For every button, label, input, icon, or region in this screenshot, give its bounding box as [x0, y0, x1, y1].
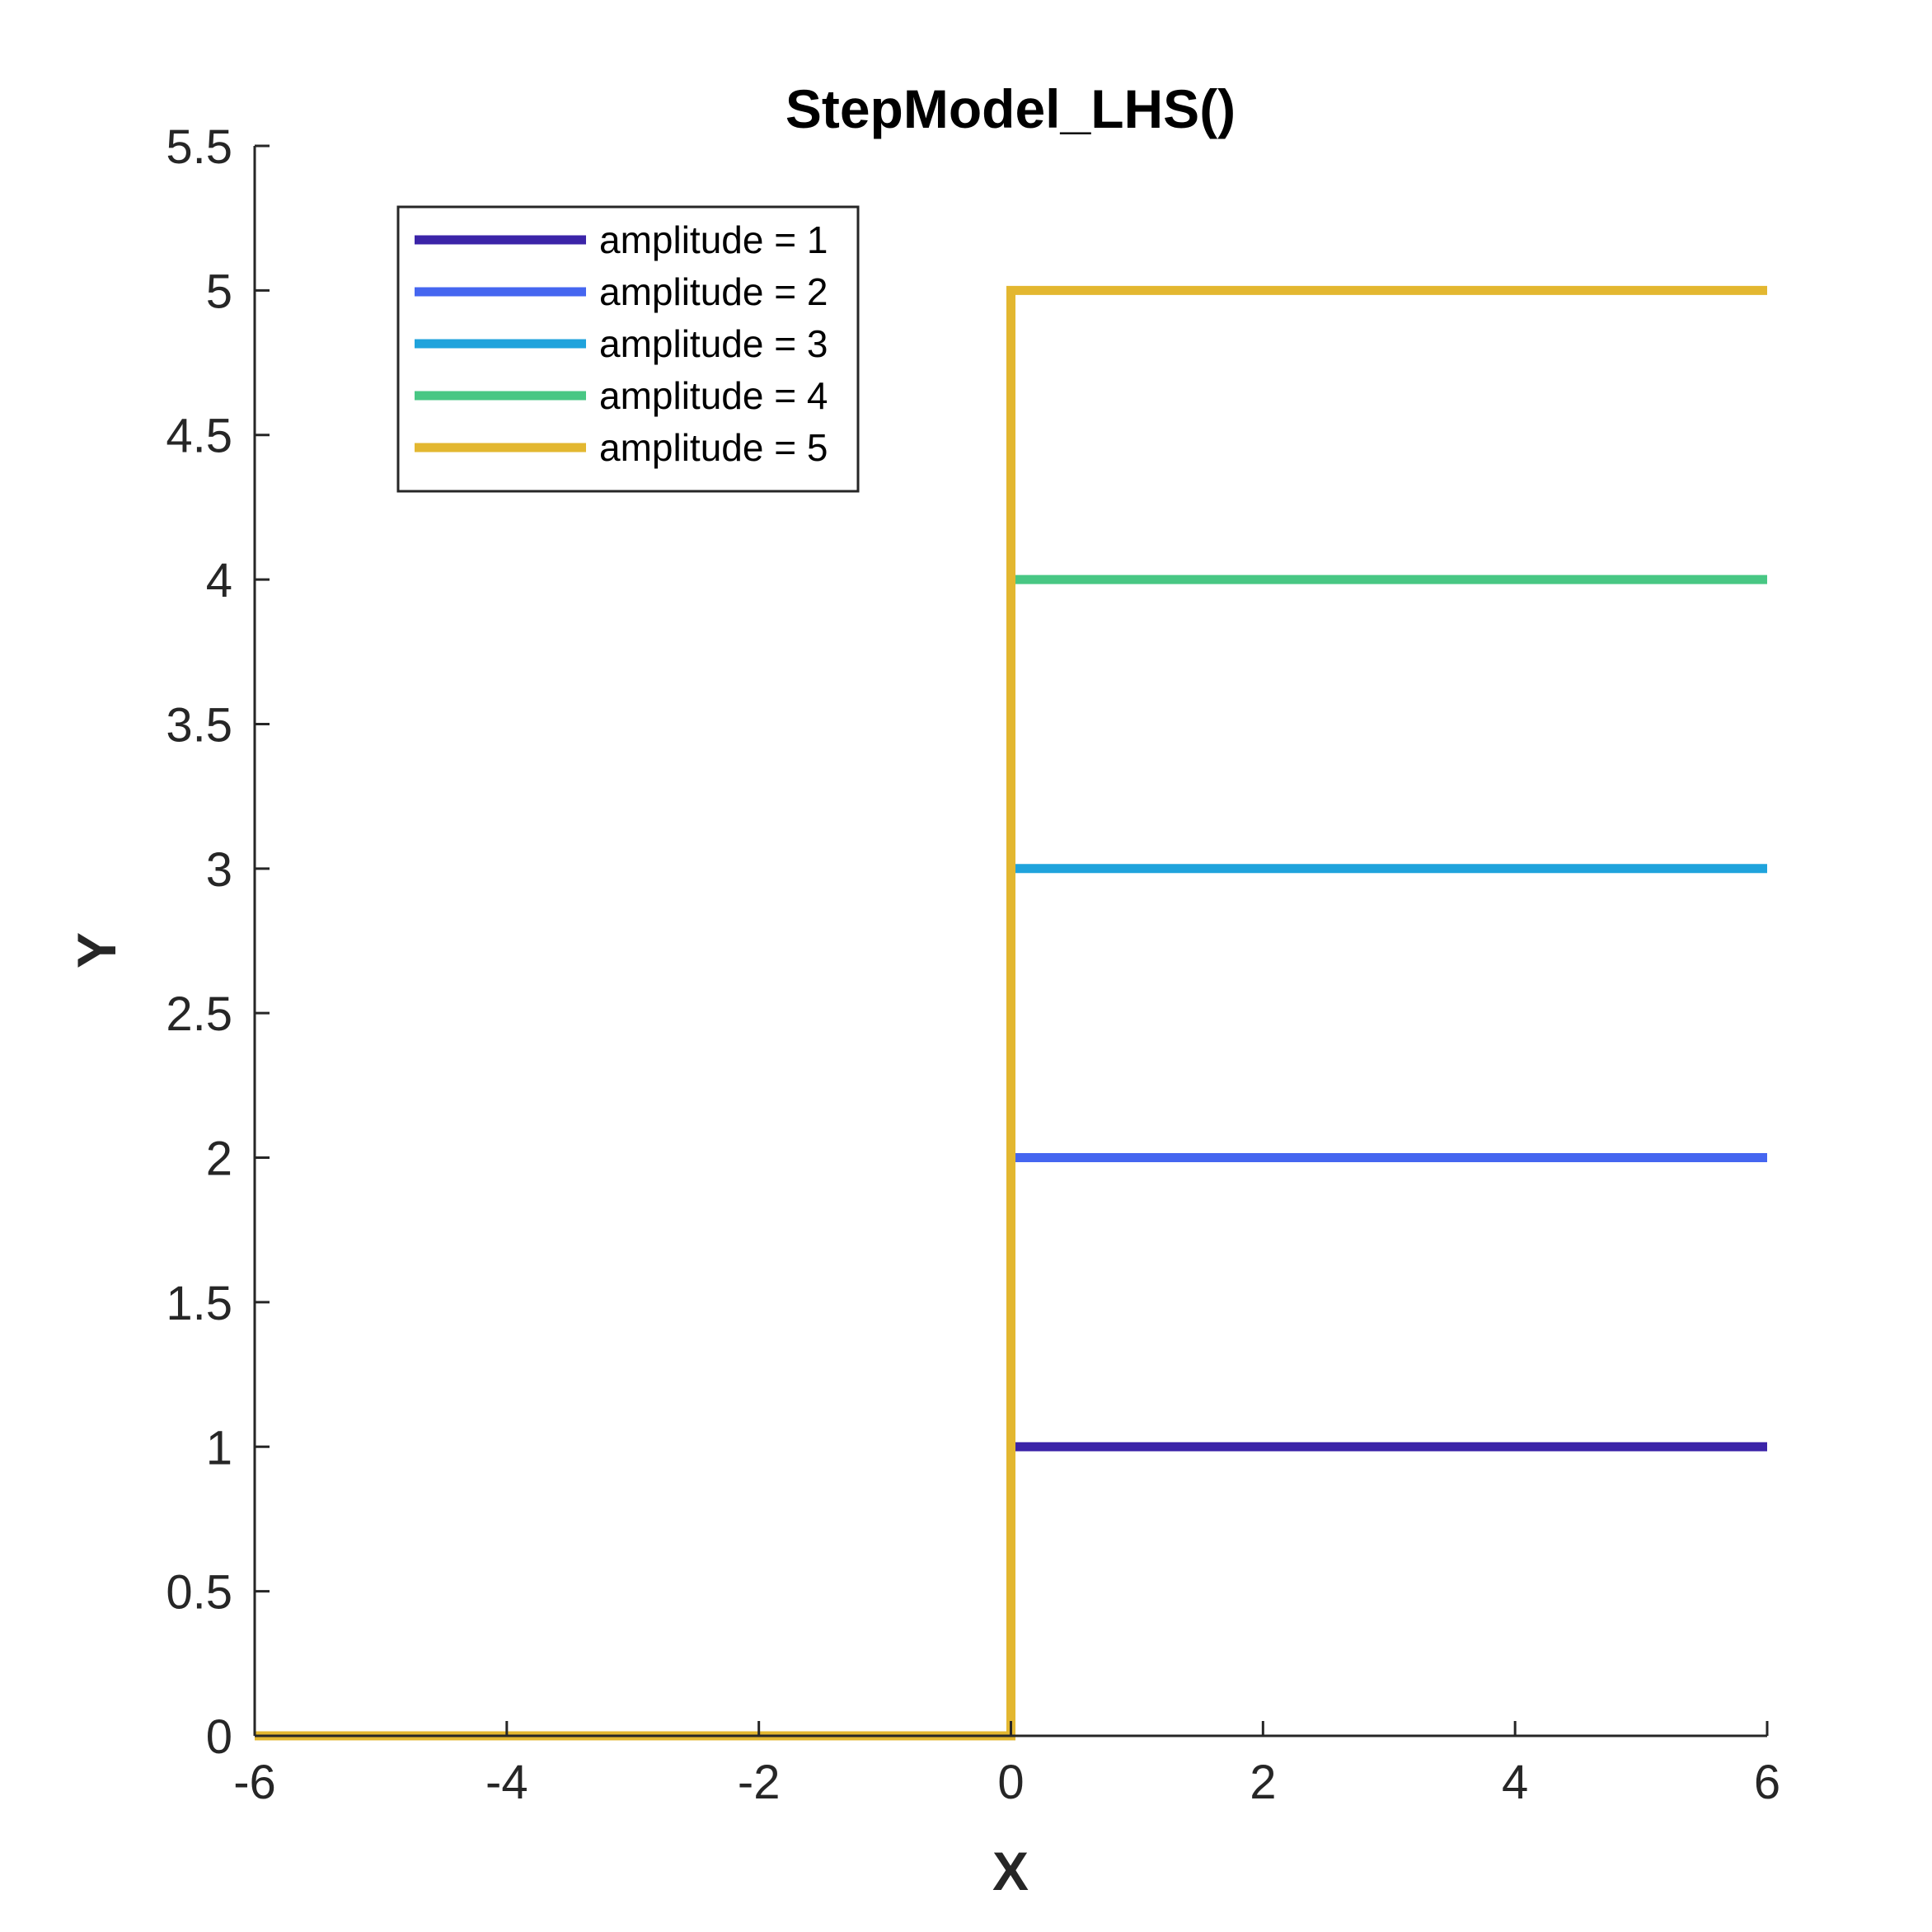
y-tick-label: 3.5: [166, 698, 232, 752]
x-tick-label: -6: [233, 1756, 276, 1809]
y-tick-label: 5: [206, 265, 232, 318]
y-tick-label: 0: [206, 1710, 232, 1764]
y-tick-label: 4.5: [166, 410, 232, 463]
y-tick-label: 1: [206, 1421, 232, 1475]
legend-label: amplitude = 2: [599, 270, 828, 313]
x-tick-label: -4: [485, 1756, 528, 1809]
series-layer: [255, 285, 1767, 1741]
y-tick-label: 5.5: [166, 120, 232, 174]
x-tick-label: -2: [738, 1756, 781, 1809]
y-tick-label: 1.5: [166, 1277, 232, 1330]
y-tick-label: 4: [206, 554, 232, 607]
series-line-5: [255, 285, 1767, 1741]
axes: -6 -4 -2 0 2 4 6 0 0.5 1 1.5 2 2.5 3 3.5 4 4.5 5 5.5: [166, 120, 1780, 1809]
legend: amplitude = 1 amplitude = 2 amplitude = 3 a…: [396, 205, 860, 493]
legend-label: amplitude = 5: [599, 426, 828, 469]
legend-label: amplitude = 4: [599, 374, 828, 417]
y-axis-title: Y: [66, 932, 127, 968]
y-tick-label: 2.5: [166, 987, 232, 1041]
x-tick-label: 4: [1502, 1756, 1528, 1809]
x-tick-label: 0: [997, 1756, 1024, 1809]
chart-title: StepModel_LHS(): [785, 78, 1236, 139]
x-tick-label: 2: [1250, 1756, 1276, 1809]
x-axis-title: X: [992, 1841, 1029, 1902]
y-tick-label: 2: [206, 1132, 232, 1186]
y-tick-label: 3: [206, 843, 232, 897]
legend-label: amplitude = 1: [599, 218, 828, 261]
x-tick-label: 6: [1754, 1756, 1780, 1809]
y-tick-label: 0.5: [166, 1566, 232, 1620]
legend-label: amplitude = 3: [599, 322, 828, 365]
